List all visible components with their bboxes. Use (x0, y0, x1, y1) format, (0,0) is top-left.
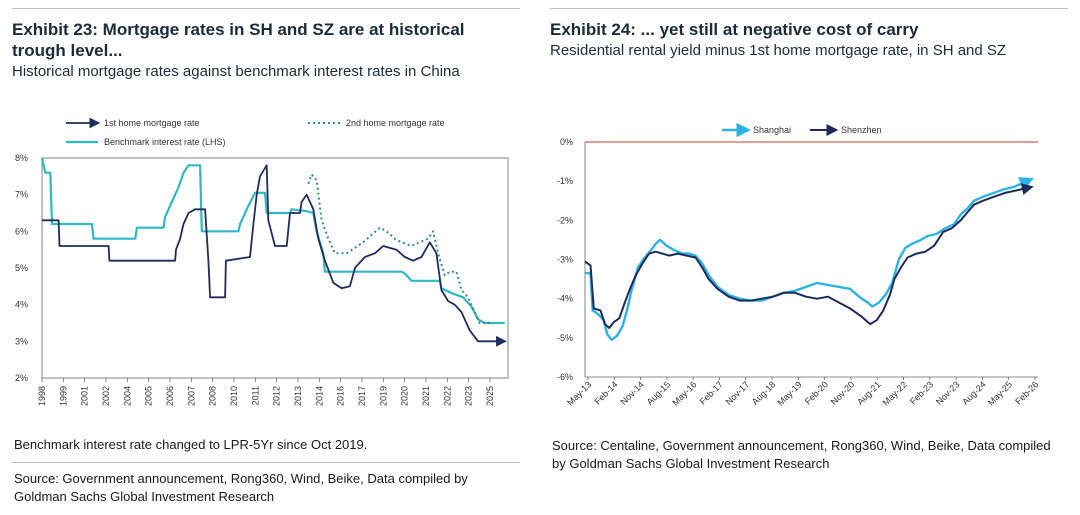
x-tick-label: 1999 (58, 386, 68, 406)
exhibit-23-source-rule (12, 462, 520, 463)
x-tick-label: 2001 (80, 386, 90, 406)
exhibit-24-title: Exhibit 24: ... yet still at negative co… (550, 20, 919, 39)
x-tick-label: Nov-23 (934, 379, 962, 407)
y-tick-label: 3% (15, 336, 28, 346)
x-tick-label: 2005 (144, 386, 154, 406)
legend-label-first: 1st home mortgage rate (104, 118, 200, 128)
legend-label-second: 2nd home mortgage rate (346, 118, 445, 128)
y-tick-label: 6% (15, 226, 28, 236)
x-tick-label: 2010 (229, 386, 239, 406)
x-tick-label: 2014 (314, 386, 324, 406)
x-tick-label: 2019 (378, 386, 388, 406)
series-line-1st-home-mortgage-rate (42, 164, 507, 347)
legend-label-shanghai: Shanghai (753, 125, 791, 135)
exhibit-23-subtitle: Historical mortgage rates against benchm… (12, 63, 460, 80)
x-tick-label: May-22 (881, 379, 909, 407)
x-tick-label: Feb-20 (803, 379, 830, 406)
y-tick-label: 4% (15, 300, 28, 310)
x-tick-label: Feb-14 (592, 379, 619, 406)
plot-frame (41, 157, 509, 379)
legend-label-bench: Benchmark interest rate (LHS) (104, 137, 226, 147)
x-tick-label: 2004 (122, 386, 132, 406)
x-tick-label: 2016 (336, 386, 346, 406)
x-tick-label: Feb-26 (1013, 379, 1040, 406)
x-tick-label: Aug-15 (645, 379, 673, 407)
exhibit-23-note: Benchmark interest rate changed to LPR-5… (14, 437, 368, 452)
x-tick-label: May-16 (670, 379, 698, 407)
exhibit-23-panel: Exhibit 23: Mortgage rates in SH and SZ … (12, 0, 520, 81)
x-tick-label: 2012 (272, 386, 282, 406)
y-tick-label: -1% (557, 176, 573, 186)
x-tick-label: 2011 (250, 386, 260, 405)
y-tick-label: -2% (557, 215, 573, 225)
x-tick-label: 2017 (357, 386, 367, 406)
x-tick-label: 2022 (442, 386, 452, 406)
x-tick-label: 2002 (101, 386, 111, 406)
x-tick-label: 2006 (165, 386, 175, 406)
x-tick-label: May-25 (986, 379, 1014, 407)
exhibit-24-top-rule (550, 8, 1068, 9)
x-tick-label: Nov-17 (724, 379, 752, 407)
x-tick-label: 2025 (485, 386, 495, 406)
x-tick-label: Aug-21 (855, 379, 883, 407)
y-tick-label: 2% (15, 373, 28, 383)
x-tick-label: 2007 (186, 386, 196, 406)
x-tick-label: 2021 (421, 386, 431, 406)
series-line-2nd-home-mortgage-rate (307, 173, 492, 324)
y-tick-label: 0% (560, 137, 573, 147)
exhibit-24-source: Source: Centaline, Government announceme… (552, 438, 1051, 471)
exhibit-24-panel: Exhibit 24: ... yet still at negative co… (550, 0, 1068, 60)
x-tick-label: Aug-24 (960, 379, 988, 407)
y-tick-label: -3% (557, 255, 573, 265)
x-tick-label: Aug-18 (750, 379, 778, 407)
exhibit-23-source: Source: Government announcement, Rong360… (14, 471, 468, 504)
x-tick-label: Nov-14 (618, 379, 646, 407)
exhibit-24-chart: 0%-1%-2%-3%-4%-5%-6%May-13 Feb-14Nov-14Au… (557, 122, 1040, 408)
x-tick-label: 2008 (208, 386, 218, 406)
exhibit-24-subtitle: Residential rental yield minus 1st home … (550, 42, 1007, 59)
y-tick-label: 7% (15, 190, 28, 200)
x-tick-label: Nov-20 (829, 379, 857, 407)
exhibit-23-chart: 2% 3% 4% 5% 6% 7% 8% 1998 1999 2001 2002 2004 2005 20… (15, 117, 509, 406)
y-tick-label: 8% (15, 153, 28, 163)
y-tick-label: 5% (15, 263, 28, 273)
x-tick-label: May-19 (775, 379, 803, 407)
exhibit-23-top-rule (12, 8, 520, 9)
x-tick-label: 2020 (400, 386, 410, 406)
x-tick-label: May-13 (565, 379, 593, 407)
x-tick-label: Feb-23 (908, 379, 935, 406)
x-tick-label: 1998 (37, 386, 47, 406)
y-tick-label: -6% (557, 372, 573, 382)
x-tick-label: Feb-17 (698, 379, 725, 406)
x-tick-label: 2023 (464, 386, 474, 406)
y-tick-label: -5% (557, 333, 573, 343)
y-tick-label: -4% (557, 294, 573, 304)
legend-label-shenzhen: Shenzhen (841, 125, 882, 135)
x-tick-label: 2013 (293, 386, 303, 406)
series-line-shenzhen (584, 183, 1034, 329)
series-line-shanghai (585, 177, 1035, 341)
exhibit-23-title: Exhibit 23: Mortgage rates in SH and SZ … (12, 20, 465, 60)
